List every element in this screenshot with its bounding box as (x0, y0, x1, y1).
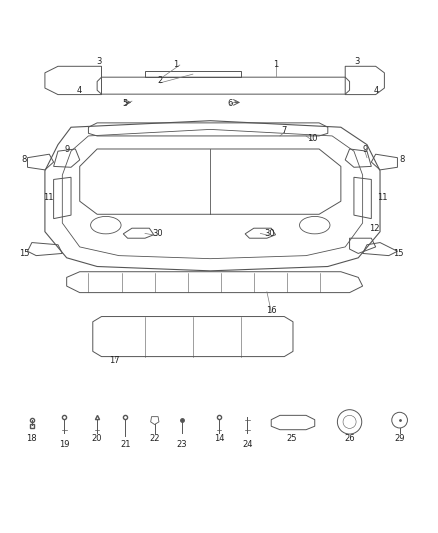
Text: 2: 2 (158, 76, 163, 85)
Text: 30: 30 (264, 229, 275, 238)
Text: 1: 1 (273, 60, 278, 69)
Text: 6: 6 (227, 99, 233, 108)
Text: 25: 25 (287, 434, 297, 443)
Text: 5: 5 (123, 99, 128, 108)
Text: 29: 29 (394, 434, 405, 443)
Text: 9: 9 (64, 146, 69, 155)
Text: 18: 18 (26, 434, 36, 443)
Text: 4: 4 (374, 86, 379, 95)
Text: 17: 17 (109, 356, 120, 365)
Text: 26: 26 (344, 434, 355, 443)
Text: 11: 11 (377, 193, 388, 202)
Text: 11: 11 (43, 193, 53, 202)
Text: 8: 8 (399, 156, 404, 164)
Text: 1: 1 (173, 60, 178, 69)
Text: 3: 3 (97, 58, 102, 67)
Text: 7: 7 (282, 126, 287, 135)
Text: 30: 30 (152, 229, 162, 238)
Text: 16: 16 (266, 305, 276, 314)
Text: 24: 24 (242, 440, 253, 449)
Text: 21: 21 (120, 440, 131, 449)
Text: 20: 20 (92, 434, 102, 443)
Text: 8: 8 (22, 156, 27, 164)
Text: 22: 22 (149, 434, 160, 443)
Text: 9: 9 (362, 146, 367, 155)
Text: 15: 15 (393, 249, 403, 258)
Text: 12: 12 (370, 224, 380, 233)
Text: 23: 23 (177, 440, 187, 449)
Text: 3: 3 (355, 58, 360, 67)
Text: 19: 19 (59, 440, 70, 449)
Text: 4: 4 (76, 86, 81, 95)
Text: 14: 14 (214, 434, 224, 443)
Text: 15: 15 (19, 249, 30, 258)
Text: 10: 10 (307, 134, 318, 143)
